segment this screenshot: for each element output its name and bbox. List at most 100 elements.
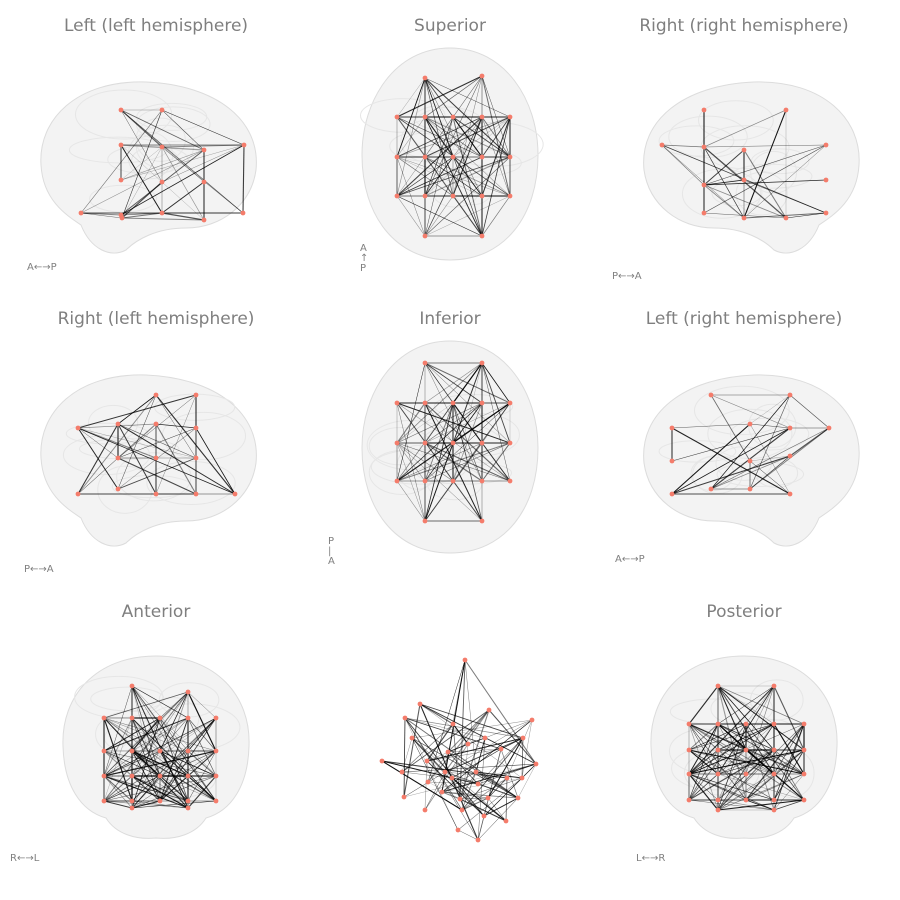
edge bbox=[688, 723, 719, 751]
brain-texture bbox=[668, 728, 740, 774]
node bbox=[213, 748, 219, 754]
edge bbox=[743, 109, 787, 219]
edge bbox=[743, 149, 787, 219]
edge bbox=[487, 737, 524, 799]
edge bbox=[773, 685, 805, 751]
node bbox=[129, 798, 135, 804]
node bbox=[442, 769, 448, 775]
node bbox=[394, 440, 400, 446]
edge bbox=[396, 362, 426, 482]
edge bbox=[487, 777, 508, 799]
edge bbox=[426, 748, 502, 762]
edge bbox=[401, 723, 454, 773]
node bbox=[498, 746, 504, 752]
node bbox=[823, 177, 829, 183]
node bbox=[422, 233, 428, 239]
edge bbox=[121, 146, 163, 219]
node bbox=[686, 747, 692, 753]
edge bbox=[749, 394, 791, 425]
node bbox=[507, 440, 513, 446]
edge bbox=[117, 423, 157, 459]
node bbox=[801, 747, 807, 753]
edge bbox=[403, 717, 406, 798]
node bbox=[715, 797, 721, 803]
edge bbox=[424, 116, 483, 237]
edge bbox=[159, 717, 189, 752]
node bbox=[787, 392, 793, 398]
edge bbox=[717, 773, 747, 811]
edge bbox=[131, 750, 189, 777]
node bbox=[479, 360, 485, 366]
edge bbox=[161, 144, 245, 148]
node bbox=[399, 769, 405, 775]
nodes bbox=[669, 392, 832, 497]
node bbox=[157, 748, 163, 754]
node bbox=[450, 478, 456, 484]
edge bbox=[424, 362, 483, 482]
node bbox=[503, 818, 509, 824]
edge bbox=[703, 144, 827, 186]
node bbox=[153, 455, 159, 461]
edge bbox=[717, 685, 805, 725]
edge bbox=[749, 394, 791, 490]
edge bbox=[424, 77, 511, 158]
edge bbox=[452, 75, 483, 197]
edge bbox=[447, 751, 479, 785]
edge bbox=[710, 394, 791, 429]
edge bbox=[187, 750, 217, 777]
node bbox=[394, 478, 400, 484]
edge bbox=[424, 362, 483, 404]
edge bbox=[749, 423, 791, 429]
node bbox=[743, 797, 749, 803]
brain-outline bbox=[40, 374, 257, 547]
panel-right-right-hemisphere: Right (right hemisphere) P←→A bbox=[594, 0, 894, 293]
nodes bbox=[101, 683, 219, 811]
edge bbox=[121, 212, 163, 219]
edge bbox=[396, 442, 426, 482]
orientation-label: R←→L bbox=[10, 853, 40, 864]
edge bbox=[404, 717, 519, 799]
panel-title: Inferior bbox=[419, 309, 481, 329]
edge bbox=[155, 394, 197, 495]
edge bbox=[396, 116, 426, 158]
node bbox=[101, 773, 107, 779]
edge bbox=[121, 217, 205, 221]
node bbox=[241, 142, 247, 148]
orientation-label: P | A bbox=[328, 536, 335, 567]
node bbox=[479, 114, 485, 120]
edge bbox=[424, 402, 454, 482]
edge bbox=[419, 703, 454, 725]
edge bbox=[703, 144, 827, 148]
node bbox=[185, 798, 191, 804]
edge bbox=[403, 703, 421, 798]
node bbox=[185, 748, 191, 754]
node bbox=[201, 179, 207, 185]
edge bbox=[120, 149, 205, 181]
edge bbox=[717, 749, 747, 801]
node bbox=[715, 807, 721, 813]
node bbox=[533, 761, 539, 767]
node bbox=[462, 657, 468, 663]
panel-inferior: Inferior P | A bbox=[300, 293, 600, 586]
edge bbox=[773, 773, 805, 811]
edge bbox=[396, 402, 426, 522]
edge bbox=[77, 427, 197, 459]
node bbox=[394, 400, 400, 406]
edge bbox=[710, 455, 791, 490]
edge bbox=[161, 109, 205, 151]
node bbox=[185, 715, 191, 721]
edges bbox=[396, 362, 511, 522]
edge bbox=[131, 685, 189, 809]
edge bbox=[703, 184, 787, 219]
sagittal-brain-view bbox=[643, 81, 860, 254]
node bbox=[507, 400, 513, 406]
node bbox=[459, 807, 465, 813]
edge bbox=[161, 144, 245, 183]
brain-texture bbox=[658, 440, 737, 463]
node bbox=[507, 154, 513, 160]
edge bbox=[481, 362, 511, 404]
edge bbox=[424, 362, 511, 404]
brain-texture bbox=[692, 454, 743, 495]
brain-texture bbox=[89, 184, 157, 213]
brain-texture bbox=[671, 746, 756, 791]
